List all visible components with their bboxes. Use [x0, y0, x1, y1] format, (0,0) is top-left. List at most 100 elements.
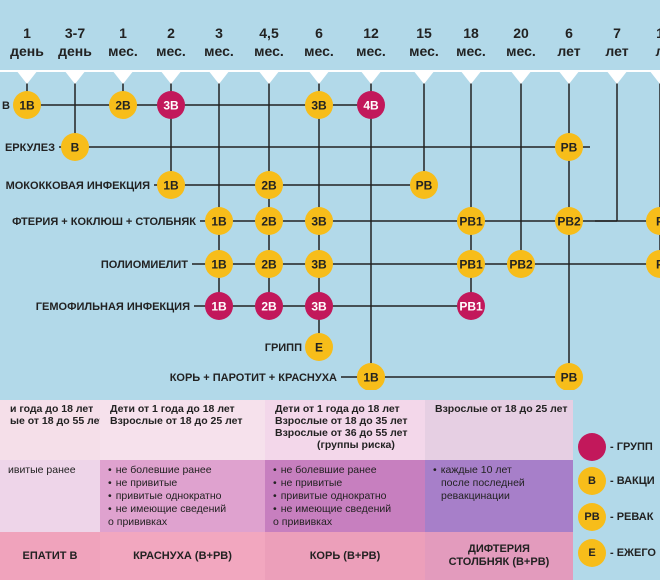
body-line: ревакцинации	[441, 490, 510, 502]
col-body: не болевшие ранее не привитые привитые о…	[100, 460, 265, 532]
col-body: ивитые ранее	[0, 460, 100, 532]
row-label: ПОЛИОМИЕЛИТ	[101, 259, 188, 271]
vaccine-dot	[555, 363, 583, 390]
age-marker	[258, 70, 280, 84]
age-label: мес.	[108, 43, 138, 59]
vaccine-dot-label: 1В	[211, 258, 227, 272]
row-label: ЕРКУЛЕЗ	[5, 142, 55, 154]
legend-text: - ВАКЦИ	[610, 475, 655, 487]
vaccine-dot	[305, 91, 333, 119]
vaccine-dot-label: 3В	[163, 99, 179, 113]
age-label: л	[656, 43, 660, 59]
age-marker	[16, 70, 38, 84]
table-col-diphtheria: Взрослые от 18 до 25 лет каждые 10 лет п…	[425, 400, 573, 580]
col-header: и года до 18 лет ые от 18 до 55 лет	[0, 400, 100, 460]
col-footer: КОРЬ (В+РВ)	[265, 532, 425, 580]
vaccine-dot-label: 4В	[363, 99, 379, 113]
header-line: (группы риска)	[317, 439, 395, 451]
vaccine-dot	[305, 333, 333, 361]
age-marker	[160, 70, 182, 84]
vaccine-dot-label: 1В	[211, 300, 227, 314]
header-line: Взрослые от 36 до 55 лет	[275, 427, 408, 439]
age-label: лет	[557, 43, 580, 59]
row-label: КОРЬ + ПАРОТИТ + КРАСНУХА	[170, 372, 337, 384]
header-line: Взрослые от 18 до 35 лет	[275, 415, 408, 427]
header-line: Дети от 1 года до 18 лет	[110, 403, 235, 415]
age-label: 2	[167, 25, 175, 41]
vaccine-dot-label: Р	[656, 258, 660, 272]
body-line: не болевшие ранее	[273, 464, 421, 477]
col-header: Взрослые от 18 до 25 лет	[425, 400, 573, 460]
age-marker	[308, 70, 330, 84]
age-marker	[460, 70, 482, 84]
table-col-measles: Дети от 1 года до 18 лет Взрослые от 18 …	[265, 400, 425, 580]
vaccine-dot	[255, 292, 283, 320]
body-line: привитые однократно	[273, 490, 421, 503]
vaccine-dot-label: 3В	[311, 215, 327, 229]
vaccine-dot	[457, 207, 485, 235]
age-label: 3-7	[65, 25, 85, 41]
age-label: мес.	[356, 43, 386, 59]
age-label: мес.	[254, 43, 284, 59]
age-label: лет	[605, 43, 628, 59]
body-line: не привитые	[108, 477, 261, 490]
body-line: после последней	[441, 477, 525, 489]
age-label: день	[10, 43, 44, 59]
legend-symbol-v: В	[578, 467, 606, 495]
age-label: 18	[463, 25, 479, 41]
age-label: день	[58, 43, 92, 59]
age-marker	[558, 70, 580, 84]
vaccine-dot-label: РВ2	[557, 215, 581, 229]
header-line: и года до 18 лет	[10, 403, 94, 415]
age-label: 6	[315, 25, 323, 41]
legend-group: - ГРУПП	[578, 432, 653, 462]
col-footer: КРАСНУХА (В+РВ)	[100, 532, 265, 580]
col-footer: ДИФТЕРИЯ СТОЛБНЯК (В+РВ)	[425, 532, 573, 580]
body-line: о прививках	[108, 516, 168, 528]
legend-symbol-e: Е	[578, 539, 606, 567]
vaccine-dot-label: 3В	[311, 300, 327, 314]
vaccine-dot-label: 2В	[261, 215, 277, 229]
age-marker	[64, 70, 86, 84]
body-line: не имеющие сведений	[273, 503, 421, 516]
age-label: 1	[119, 25, 127, 41]
age-marker	[112, 70, 134, 84]
vaccine-dot	[555, 207, 583, 235]
legend-symbol-magenta	[578, 433, 606, 461]
col-header: Дети от 1 года до 18 лет Взрослые от 18 …	[100, 400, 265, 460]
legend-text: - ЕЖЕГО	[610, 547, 656, 559]
col-header: Дети от 1 года до 18 лет Взрослые от 18 …	[265, 400, 425, 460]
age-label: 7	[613, 25, 621, 41]
vaccine-dot	[205, 292, 233, 320]
vaccine-dot-label: РВ2	[509, 258, 533, 272]
age-marker	[360, 70, 382, 84]
vaccine-dot-label: 3В	[311, 258, 327, 272]
vaccine-dot	[305, 292, 333, 320]
vaccine-dot	[457, 250, 485, 278]
body-line: о прививках	[273, 516, 333, 528]
vaccine-dot-label: 2В	[115, 99, 131, 113]
vaccine-dot	[255, 171, 283, 199]
legend-vaccination: В - ВАКЦИ	[578, 466, 655, 496]
age-marker	[413, 70, 435, 84]
age-label: мес.	[204, 43, 234, 59]
vaccine-dot-label: РВ	[416, 179, 433, 193]
vaccine-dot	[13, 91, 41, 119]
age-label: мес.	[456, 43, 486, 59]
age-marker	[606, 70, 628, 84]
vaccine-dot-label: РВ1	[459, 258, 483, 272]
vaccine-dot-label: 2В	[261, 258, 277, 272]
vaccine-dot-label: Р	[656, 215, 660, 229]
age-label: 1	[656, 25, 660, 41]
col-body: не болевшие ранее не привитые привитые о…	[265, 460, 425, 532]
header-line: ые от 18 до 55 лет	[10, 415, 100, 427]
age-label: 20	[513, 25, 529, 41]
age-marker	[649, 70, 660, 84]
header-line: Дети от 1 года до 18 лет	[275, 403, 400, 415]
body-line: не болевшие ранее	[108, 464, 261, 477]
vaccine-dot-label: 2В	[261, 300, 277, 314]
vaccine-dot	[157, 171, 185, 199]
row-label: ФТЕРИЯ + КОКЛЮШ + СТОЛБНЯК	[12, 216, 196, 228]
body-line: ивитые ранее	[8, 464, 76, 476]
vaccine-dot-label: РВ	[561, 371, 578, 385]
